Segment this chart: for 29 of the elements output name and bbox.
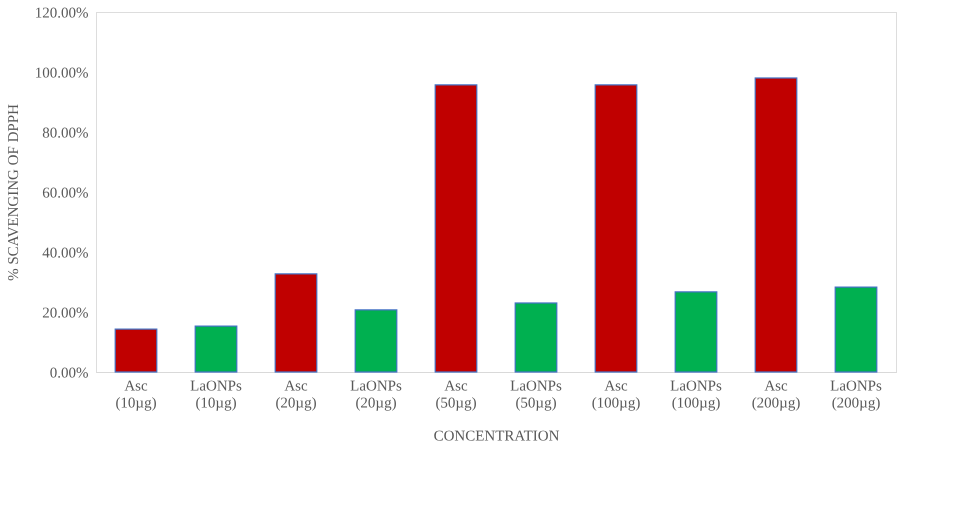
y-tick-label: 40.00% bbox=[42, 246, 88, 262]
x-tick-label: LaONPs (200µg) bbox=[830, 378, 882, 412]
x-tick-label: Asc (200µg) bbox=[752, 378, 800, 412]
bar bbox=[674, 291, 718, 373]
y-tick-label: 20.00% bbox=[42, 306, 88, 322]
x-tick-label: Asc (10µg) bbox=[115, 378, 157, 412]
x-tick-label: LaONPs (50µg) bbox=[510, 378, 562, 412]
bar bbox=[834, 286, 878, 373]
bar bbox=[594, 84, 638, 373]
bar bbox=[274, 273, 318, 373]
x-tick-label: Asc (20µg) bbox=[275, 378, 317, 412]
bar bbox=[194, 326, 238, 373]
y-tick-label: 0.00% bbox=[50, 366, 88, 382]
bar bbox=[434, 84, 478, 373]
y-tick-label: 80.00% bbox=[42, 126, 88, 142]
x-tick-label: LaONPs (20µg) bbox=[350, 378, 402, 412]
y-tick-label: 100.00% bbox=[34, 66, 88, 82]
y-tick-label: 60.00% bbox=[42, 186, 88, 202]
x-tick-label: LaONPs (100µg) bbox=[670, 378, 722, 412]
bar bbox=[514, 302, 558, 373]
bar bbox=[114, 328, 158, 373]
bar bbox=[354, 309, 398, 373]
x-tick-label: Asc (100µg) bbox=[592, 378, 640, 412]
x-axis-title: CONCENTRATION bbox=[434, 428, 560, 444]
y-tick-label: 120.00% bbox=[34, 6, 88, 22]
x-tick-label: LaONPs (10µg) bbox=[190, 378, 242, 412]
bar bbox=[754, 77, 798, 373]
x-tick-label: Asc (50µg) bbox=[435, 378, 477, 412]
y-axis-title: % SCAVENGING OF DPPH bbox=[6, 104, 22, 281]
